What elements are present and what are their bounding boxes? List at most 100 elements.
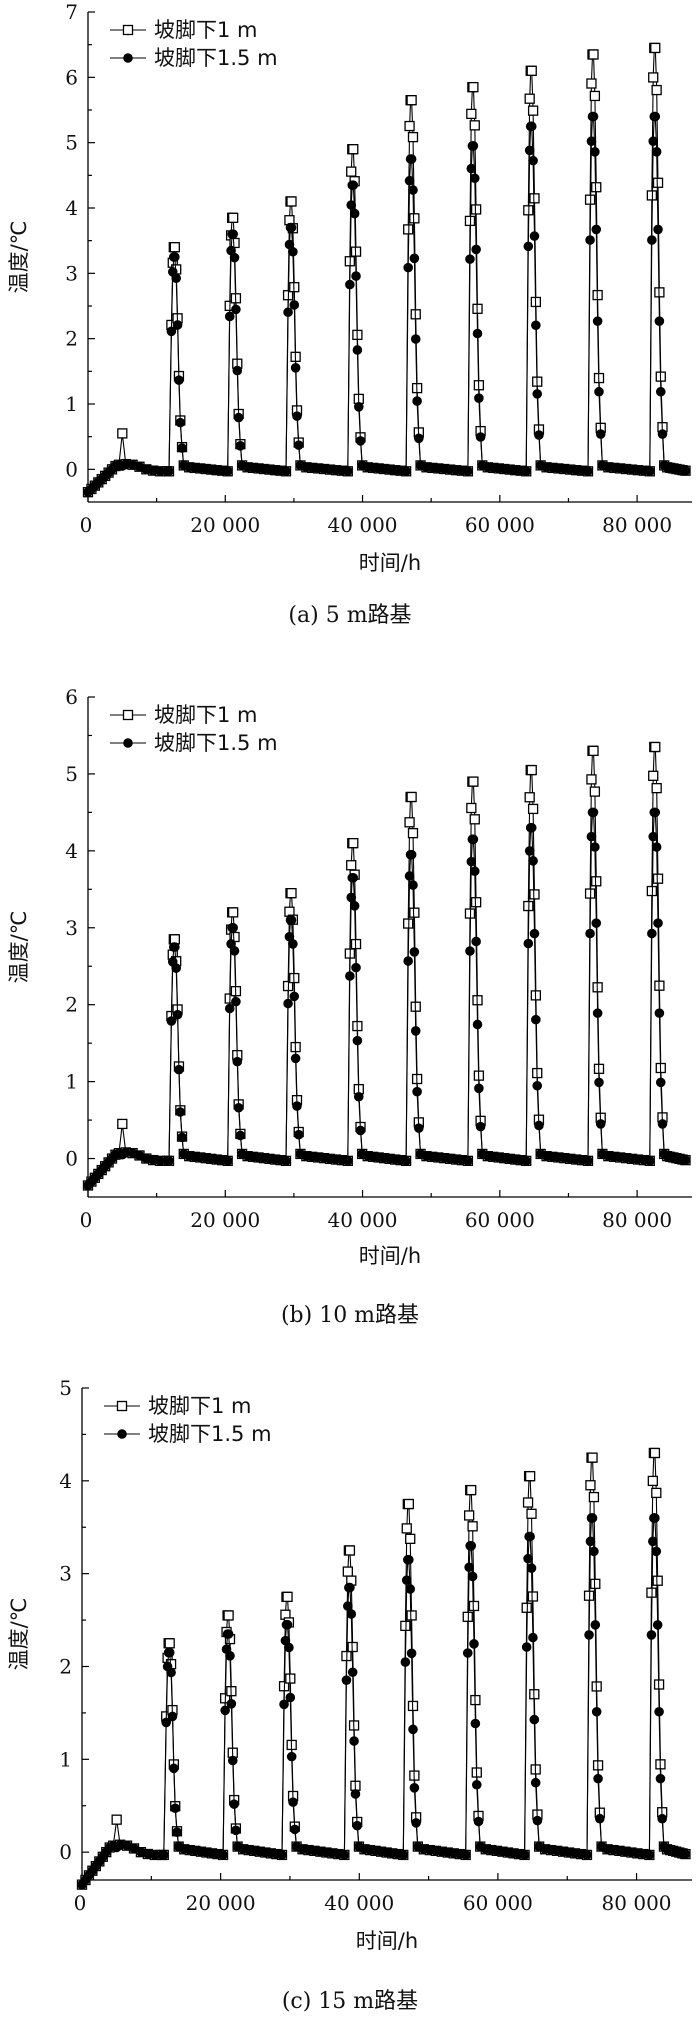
panel-caption: (c) 15 m路基	[282, 1989, 418, 2014]
data-point	[585, 928, 595, 939]
data-point	[352, 345, 363, 355]
data-point	[524, 145, 535, 156]
data-point	[349, 1736, 359, 1746]
data-point	[521, 466, 532, 477]
data-point	[470, 204, 482, 215]
data-point	[161, 1717, 172, 1728]
y-tick-label: 2	[59, 1654, 72, 1678]
data-point	[466, 1541, 477, 1551]
data-point	[523, 241, 534, 252]
data-point	[411, 1818, 421, 1828]
data-point	[409, 213, 420, 224]
data-point	[281, 466, 291, 477]
data-point	[408, 185, 418, 195]
data-point	[583, 466, 593, 477]
data-point	[644, 1156, 655, 1166]
data-point	[342, 1156, 353, 1166]
data-point	[404, 1554, 414, 1565]
chart-panel-1: 0 1 2 3 4 5 6 7 0 20 000 40 000 60 000 80 000 时间/h 温度/…	[7, 0, 692, 628]
data-point	[293, 1129, 304, 1140]
x-tick-label: 60 000	[465, 513, 535, 537]
data-point	[475, 1121, 486, 1132]
data-point	[233, 1102, 244, 1113]
data-point	[592, 316, 603, 326]
data-point	[589, 90, 601, 102]
data-point	[585, 235, 595, 245]
data-point	[167, 1711, 178, 1722]
data-point	[472, 328, 483, 339]
data-point	[284, 1642, 294, 1653]
data-point	[174, 1064, 184, 1075]
legend-label: 坡脚下1.5 m	[154, 731, 278, 755]
data-point	[235, 441, 246, 451]
data-point	[347, 1667, 358, 1678]
data-point	[529, 1714, 540, 1725]
legend-label: 坡脚下1.5 m	[148, 1422, 272, 1446]
data-point	[175, 417, 186, 428]
data-point	[282, 1619, 293, 1630]
data-point	[405, 1584, 416, 1594]
legend-marker-circle	[123, 738, 133, 748]
data-point	[355, 436, 366, 446]
data-point	[350, 1789, 361, 1799]
x-tick-label: 20 000	[190, 513, 260, 537]
data-point	[526, 764, 537, 776]
data-point	[526, 822, 537, 833]
y-tick-label: 0	[65, 1147, 78, 1171]
data-point	[594, 386, 604, 397]
x-tick-label: 0	[80, 1208, 93, 1232]
series-1-5m	[83, 111, 691, 498]
x-tick-label: 0	[80, 513, 93, 537]
data-point	[352, 1035, 363, 1046]
data-point	[466, 802, 477, 814]
data-point	[170, 1803, 181, 1814]
data-point	[585, 1536, 596, 1547]
data-point	[530, 1777, 541, 1788]
data-point	[524, 93, 535, 104]
data-point	[523, 1553, 533, 1564]
data-point	[405, 1533, 416, 1544]
data-point	[349, 901, 360, 911]
data-point	[463, 466, 473, 477]
data-point	[282, 1591, 293, 1603]
data-point	[408, 1724, 418, 1735]
data-point	[404, 871, 415, 881]
legend-label: 坡脚下1 m	[148, 1394, 252, 1418]
data-point	[177, 1132, 187, 1143]
data-point	[532, 1080, 543, 1091]
data-point	[591, 876, 602, 887]
data-point	[414, 433, 424, 444]
data-point	[588, 49, 599, 60]
data-point	[341, 1675, 352, 1685]
data-point	[531, 1014, 541, 1025]
data-point	[401, 1523, 412, 1534]
y-tick-label: 4	[59, 1469, 72, 1493]
legend: 坡脚下1 m 坡脚下1.5 m	[110, 18, 278, 70]
data-point	[468, 834, 479, 845]
data-point	[586, 831, 597, 842]
data-point	[587, 1513, 598, 1523]
data-point	[526, 1508, 537, 1519]
data-point	[526, 1563, 537, 1573]
data-point	[532, 389, 543, 399]
data-point	[650, 42, 661, 54]
data-point	[648, 770, 659, 781]
data-point	[652, 1575, 663, 1586]
data-point	[463, 1156, 473, 1166]
data-point	[648, 831, 659, 842]
data-point	[339, 1850, 350, 1860]
data-point	[345, 971, 355, 981]
data-point	[465, 254, 475, 264]
data-point	[169, 242, 180, 253]
data-point	[650, 807, 661, 818]
data-point	[231, 1825, 241, 1836]
data-point	[166, 1667, 176, 1678]
data-point	[281, 1156, 291, 1166]
data-point	[406, 1648, 417, 1659]
data-point	[589, 1546, 599, 1557]
data-point	[277, 1850, 287, 1860]
data-point	[406, 849, 417, 860]
data-point	[652, 1620, 663, 1630]
data-point	[342, 466, 353, 477]
data-point	[521, 1602, 532, 1613]
